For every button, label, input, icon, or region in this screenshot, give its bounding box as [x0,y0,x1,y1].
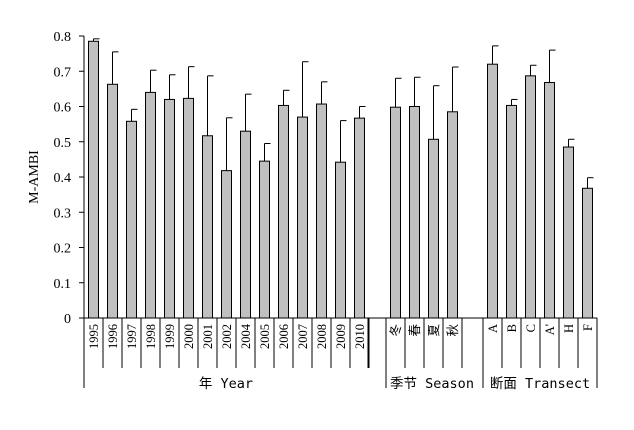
bar [354,117,365,319]
y-tick-label: 0.7 [54,65,72,80]
bar [221,170,232,319]
y-tick-label: 0.1 [54,277,72,292]
category-label: 1997 [125,324,139,349]
bar [240,130,251,319]
y-tick-label: 0.5 [54,136,72,151]
category-label: 2009 [334,324,348,349]
bar [544,82,555,319]
category-label: 夏 [427,324,441,337]
category-label: A [486,324,500,333]
category-label: 1996 [106,324,120,349]
plot-area: 0 0.1 0.2 0.3 0.4 0.5 0.6 0.7 0.8 1995 1996 1997 199… [54,30,598,392]
bar [259,160,270,319]
bar [126,120,137,319]
y-tick-label: 0.4 [54,171,72,186]
bar [202,135,213,319]
category-label: A' [543,324,557,335]
bar [335,161,346,319]
category-label: B [505,324,519,332]
bar [390,106,401,319]
bar [447,111,458,319]
group-label: 年 Year [199,376,253,392]
category-label: 1995 [87,324,101,349]
bar [525,75,536,319]
group-label: 季节 Season [390,376,474,392]
bar [409,106,420,319]
category-label: 2008 [315,324,329,349]
category-label: 2001 [201,324,215,349]
bar [506,104,517,319]
category-label: 冬 [388,324,403,337]
bar [316,103,327,319]
category-label: 秋 [446,324,460,337]
bar [563,146,574,319]
bar [107,83,118,319]
category-label: 1999 [163,324,177,349]
category-label: F [581,324,595,331]
bar [145,91,156,319]
bar [164,98,175,319]
category-label: C [524,324,538,332]
category-label: 2006 [277,324,291,349]
y-tick-label: 0.6 [54,101,72,116]
group-label: 断面 Transect [490,376,590,392]
bar [582,187,593,319]
bar [297,116,308,319]
category-label: 2002 [220,324,234,349]
bar [278,104,289,319]
bar [428,138,439,319]
category-label: 2007 [296,324,310,349]
category-label: 2005 [258,324,272,349]
y-tick-label: 0.8 [54,30,72,45]
category-label: H [562,324,576,333]
bar [183,97,194,319]
category-label: 2000 [182,324,196,349]
category-label: 春 [408,324,422,337]
category-label: 2010 [353,324,367,349]
category-label: 2004 [239,323,253,349]
y-tick-label: 0 [64,312,71,327]
bar [88,40,99,319]
y-axis-label: M-AMBI [27,150,42,204]
category-label: 1998 [144,324,158,349]
bar [487,63,498,319]
y-tick-label: 0.3 [54,206,72,221]
y-tick-label: 0.2 [54,242,72,257]
